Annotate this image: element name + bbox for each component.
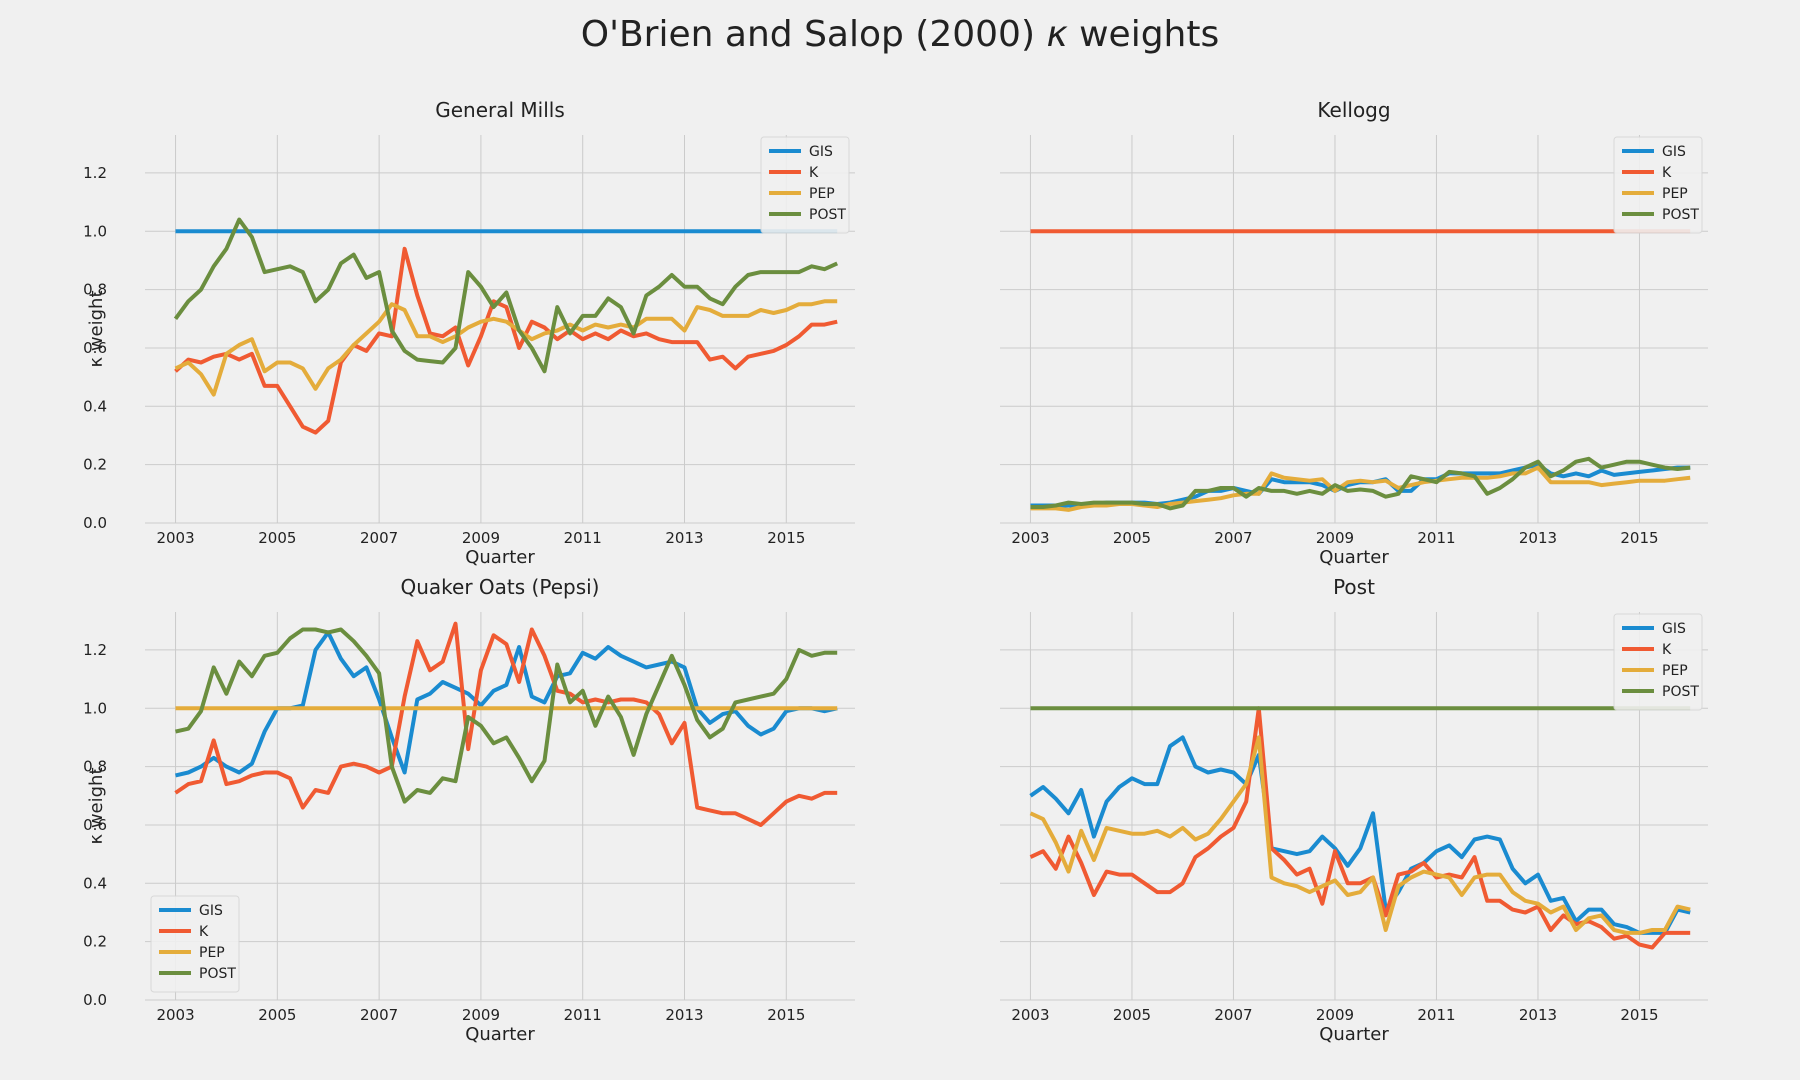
legend-box xyxy=(1613,613,1703,711)
series-line-post xyxy=(175,627,838,804)
series-line-gis xyxy=(1029,735,1691,935)
subplot-0: 0.0 0.2 0.4 0.6 0.8 1.0 1.2 2003 2005 2007 2009 201… xyxy=(83,98,855,568)
x-tick-label: 2011 xyxy=(564,529,602,547)
legend-label-k: K xyxy=(1662,642,1672,658)
legend-label-post: POST xyxy=(1662,207,1699,223)
y-tick-label: 0.2 xyxy=(83,933,107,951)
y-tick-label: 0.2 xyxy=(83,456,107,474)
legend-box xyxy=(1613,136,1703,234)
x-tick-label: 2009 xyxy=(462,1006,500,1024)
subplot-1: 2003 2005 2007 2009 2011 2013 2015 Kellogg Quart… xyxy=(1000,98,1708,568)
legend-label-gis: GIS xyxy=(1662,144,1686,160)
x-tick-label: 2013 xyxy=(1519,1006,1557,1024)
x-tick-label: 2015 xyxy=(767,1006,805,1024)
figure-title: O'Brien and Salop (2000) κ weights xyxy=(0,14,1800,55)
legend-label-pep: PEP xyxy=(1662,663,1688,679)
y-tick-label: 0.6 xyxy=(83,339,107,357)
legend: GIS K PEP POST xyxy=(150,895,240,993)
x-tick-label: 2015 xyxy=(767,529,805,547)
legend-label-post: POST xyxy=(199,966,236,982)
x-tick-label: 2011 xyxy=(564,1006,602,1024)
x-axis-label: Quarter xyxy=(465,1024,535,1045)
legend-label-post: POST xyxy=(809,207,846,223)
x-tick-label: 2007 xyxy=(1214,1006,1252,1024)
x-tick-label: 2005 xyxy=(1113,529,1151,547)
legend-box xyxy=(760,136,850,234)
legend-label-post: POST xyxy=(1662,684,1699,700)
legend-label-pep: PEP xyxy=(1662,186,1688,202)
y-axis-label: κ weight xyxy=(86,767,107,844)
x-tick-label: 2005 xyxy=(258,529,296,547)
x-tick-label: 2005 xyxy=(258,1006,296,1024)
series-line-post xyxy=(173,217,839,374)
x-tick-label: 2007 xyxy=(360,1006,398,1024)
series-line-gis xyxy=(1030,462,1691,508)
legend-label-gis: GIS xyxy=(1662,621,1686,637)
legend-label-pep: PEP xyxy=(809,186,835,202)
subplot-title: Kellogg xyxy=(1317,98,1390,122)
subplot-title: Quaker Oats (Pepsi) xyxy=(401,575,600,599)
y-tick-label: 0.6 xyxy=(83,816,107,834)
subplot-title: Post xyxy=(1333,575,1375,599)
y-tick-label: 0.8 xyxy=(83,281,107,299)
x-tick-label: 2003 xyxy=(156,529,194,547)
x-tick-label: 2009 xyxy=(1316,1006,1354,1024)
x-axis-label: Quarter xyxy=(1319,547,1389,568)
x-tick-label: 2003 xyxy=(1011,529,1049,547)
x-tick-label: 2003 xyxy=(1011,1006,1049,1024)
legend-label-k: K xyxy=(809,165,819,181)
series-line-post xyxy=(1030,456,1691,511)
x-tick-label: 2015 xyxy=(1620,1006,1658,1024)
series-line-k xyxy=(174,621,838,827)
y-tick-label: 0.0 xyxy=(83,991,107,1009)
x-tick-label: 2013 xyxy=(665,529,703,547)
series-line-k xyxy=(174,246,838,435)
x-tick-label: 2011 xyxy=(1417,529,1455,547)
figure-title-suffix: weights xyxy=(1067,14,1220,55)
legend-label-gis: GIS xyxy=(199,903,223,919)
y-tick-label: 1.0 xyxy=(83,699,107,717)
x-tick-label: 2005 xyxy=(1113,1006,1151,1024)
y-axis-label: κ weight xyxy=(86,290,107,367)
y-tick-label: 0.0 xyxy=(83,514,107,532)
y-tick-label: 0.4 xyxy=(83,874,107,892)
y-tick-label: 1.0 xyxy=(83,222,107,240)
legend: GIS K PEP POST xyxy=(1613,136,1703,234)
y-tick-label: 1.2 xyxy=(83,164,107,182)
x-axis-label: Quarter xyxy=(465,547,535,568)
series-line-pep xyxy=(1029,735,1691,935)
x-tick-label: 2015 xyxy=(1620,529,1658,547)
series-line-pep xyxy=(174,299,838,397)
legend-label-k: K xyxy=(1662,165,1672,181)
y-tick-label: 0.4 xyxy=(83,397,107,415)
y-tick-label: 0.8 xyxy=(83,758,107,776)
legend-box xyxy=(150,895,240,993)
legend: GIS K PEP POST xyxy=(760,136,850,234)
x-axis-label: Quarter xyxy=(1319,1024,1389,1045)
legend-label-gis: GIS xyxy=(809,144,833,160)
legend-label-k: K xyxy=(199,924,209,940)
figure-title-kappa: κ xyxy=(1046,14,1068,55)
x-tick-label: 2009 xyxy=(462,529,500,547)
subplot-2: 0.0 0.2 0.4 0.6 0.8 1.0 1.2 2003 2005 2007 2009 201… xyxy=(83,575,855,1045)
series-line-k xyxy=(1029,706,1691,950)
x-tick-label: 2013 xyxy=(1519,529,1557,547)
legend-label-pep: PEP xyxy=(199,945,225,961)
x-tick-label: 2007 xyxy=(1214,529,1252,547)
subplot-title: General Mills xyxy=(435,98,565,122)
x-tick-label: 2011 xyxy=(1417,1006,1455,1024)
y-tick-label: 1.2 xyxy=(83,641,107,659)
legend: GIS K PEP POST xyxy=(1613,613,1703,711)
x-tick-label: 2009 xyxy=(1316,529,1354,547)
x-tick-label: 2003 xyxy=(156,1006,194,1024)
x-tick-label: 2013 xyxy=(665,1006,703,1024)
subplot-3: 2003 2005 2007 2009 2011 2013 2015 Post Quarter G… xyxy=(1000,575,1708,1045)
figure-title-prefix: O'Brien and Salop (2000) xyxy=(580,14,1047,55)
x-tick-label: 2007 xyxy=(360,529,398,547)
